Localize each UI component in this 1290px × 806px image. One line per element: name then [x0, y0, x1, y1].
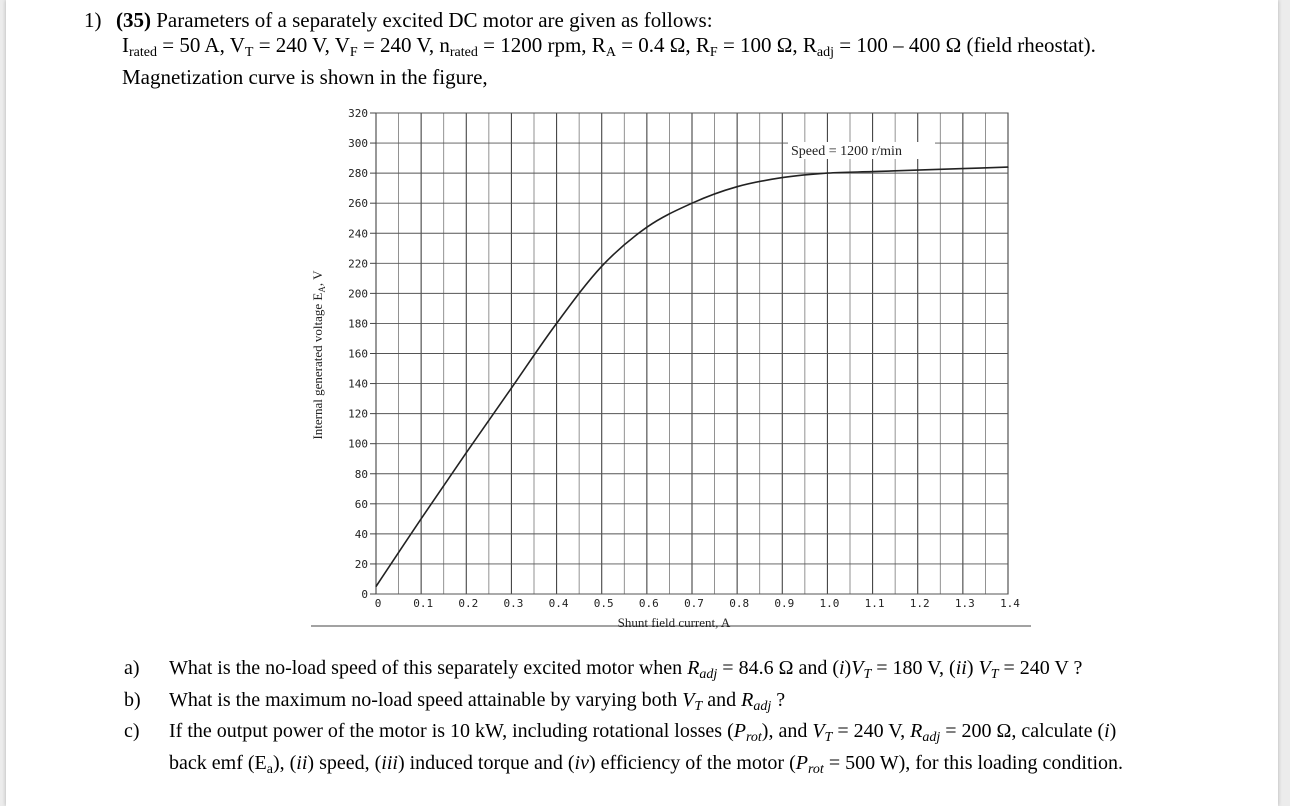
question-a: a) What is the no-load speed of this sep… [124, 656, 1254, 688]
speed-annotation: Speed = 1200 r/min [791, 144, 902, 159]
curve-point [555, 322, 558, 325]
question-list: a) What is the no-load speed of this sep… [124, 656, 1254, 782]
y-tick-label: 180 [348, 317, 368, 330]
grid-lines [370, 112, 1009, 595]
question-letter: c) [124, 720, 140, 742]
y-tick-label: 100 [348, 438, 368, 451]
x-tick-label: 0.4 [549, 597, 569, 610]
curve-point [691, 202, 693, 204]
y-tick-label: 280 [348, 167, 368, 180]
y-tick-label: 140 [348, 378, 368, 391]
magnetization-chart: 0 20 40 60 80 100 120 140 160 180 200 220 240 260 280 3… [296, 100, 1036, 634]
curve-point [781, 177, 783, 179]
curve-point [736, 186, 738, 188]
x-tick-label: 1.0 [819, 597, 839, 610]
x-tick-label: 0.9 [774, 597, 794, 610]
y-tick-label: 0 [361, 588, 368, 601]
curve-point [420, 518, 422, 520]
y-tick-label: 240 [348, 227, 368, 240]
y-tick-label: 80 [355, 468, 368, 481]
problem-intro-line: 1) (35) Parameters of a separately excite… [84, 8, 1264, 33]
magnetization-note: Magnetization curve is shown in the figu… [122, 65, 488, 89]
x-tick-label: 0.3 [503, 597, 523, 610]
y-axis-label: Internal generated voltage EA, V [310, 270, 327, 440]
curve-point [601, 265, 603, 267]
y-tick-label: 220 [348, 257, 368, 270]
curve-layer [375, 166, 1009, 588]
curve-point [826, 172, 829, 174]
x-tick-label: 0.2 [458, 597, 478, 610]
y-tick-label: 160 [348, 348, 368, 361]
y-tick-label: 20 [355, 558, 368, 571]
y-tick-label: 40 [355, 528, 368, 541]
x-tick-label: 0.7 [684, 597, 704, 610]
document-page: 1) (35) Parameters of a separately excite… [6, 0, 1278, 806]
curve-point [917, 169, 919, 171]
y-tick-label: 60 [355, 498, 368, 511]
y-tick-label: 260 [348, 197, 368, 210]
question-letter: b) [124, 688, 141, 711]
y-tick-label: 320 [348, 107, 368, 120]
x-axis-label: Shunt field current, A [618, 615, 731, 630]
problem-params-line: Irated = 50 A, VT = 240 V, VF = 240 V, n… [122, 33, 1096, 60]
x-tick-label: 0.5 [594, 597, 614, 610]
problem-number: 1) [84, 8, 102, 32]
curve-point [375, 585, 377, 588]
tick-labels: 0 20 40 60 80 100 120 140 160 180 200 220 240 260 280 3… [348, 107, 1020, 610]
x-tick-label: 0.8 [729, 597, 749, 610]
magnetization-chart-svg: 0 20 40 60 80 100 120 140 160 180 200 220 240 260 280 3… [310, 107, 1031, 630]
question-b: b) What is the maximum no-load speed att… [124, 688, 1254, 720]
x-tick-label: 1.4 [1000, 597, 1020, 610]
x-tick-label: 1.2 [910, 597, 930, 610]
x-tick-label: 1.1 [865, 597, 885, 610]
curve-point [646, 226, 648, 228]
problem-statement: 1) (35) Parameters of a separately excite… [84, 8, 1264, 90]
problem-points: (35) [116, 8, 151, 32]
y-tick-label: 120 [348, 408, 368, 421]
curve-point [962, 168, 964, 170]
x-tick-label: 0.6 [639, 597, 659, 610]
y-tick-label: 200 [348, 287, 368, 300]
magnetization-curve [375, 166, 1009, 587]
problem-intro: Parameters of a separately excited DC mo… [151, 8, 713, 32]
speed-annotation-bg [788, 142, 935, 159]
question-letter: a) [124, 657, 140, 679]
curve-point [510, 387, 513, 389]
curve-point [465, 452, 467, 454]
curve-point [1007, 166, 1009, 168]
x-tick-label: 1.3 [955, 597, 975, 610]
y-tick-label: 300 [348, 137, 368, 150]
question-c: c) If the output power of the motor is 1… [124, 719, 1254, 782]
curve-point [871, 171, 874, 173]
x-tick-label: 0.1 [413, 597, 433, 610]
x-tick-label: 0 [375, 597, 382, 610]
